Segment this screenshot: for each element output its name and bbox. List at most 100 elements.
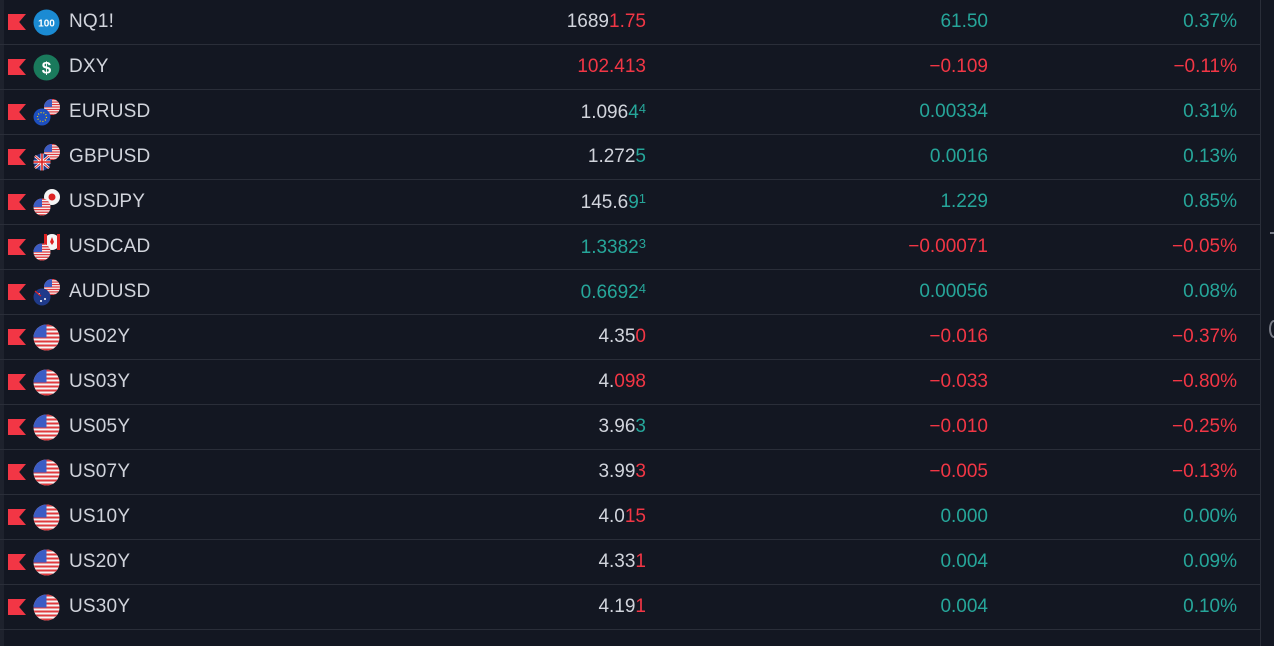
table-row[interactable]: US03Y 4.098 −0.033 −0.80% (0, 360, 1260, 405)
flag-marker-icon[interactable] (8, 104, 26, 120)
symbol-name[interactable]: AUDUSD (69, 281, 151, 302)
last-price-fraction: 3 (638, 236, 646, 251)
table-row[interactable]: USDJPY 145.691 1.229 0.85% (0, 180, 1260, 225)
change-percent: 0.13% (1183, 146, 1237, 167)
table-row[interactable]: US20Y 4.331 0.004 0.09% (0, 540, 1260, 585)
us-flag-icon (33, 594, 60, 621)
dollar-index-icon: $ (33, 54, 60, 81)
table-row[interactable]: 100 NQ1! 16891.75 61.50 0.37% (0, 0, 1260, 45)
last-price-fraction: 4 (638, 101, 646, 116)
table-row[interactable]: US05Y 3.963 −0.010 −0.25% (0, 405, 1260, 450)
symbol-name[interactable]: USDCAD (69, 236, 151, 257)
svg-text:$: $ (42, 59, 52, 78)
change-value: −0.010 (929, 416, 988, 437)
last-price: 1.2725 (588, 146, 646, 168)
nasdaq-100-icon: 100 (33, 9, 60, 36)
change-percent: −0.37% (1172, 326, 1237, 347)
last-price-fraction: 4 (638, 281, 646, 296)
flag-marker-icon[interactable] (8, 419, 26, 435)
change-percent: 0.10% (1183, 596, 1237, 617)
symbol-name[interactable]: US02Y (69, 326, 131, 347)
last-price: 3.993 (598, 461, 646, 483)
last-price-main: 102.413 (577, 56, 646, 77)
table-row[interactable]: US02Y 4.350 −0.016 −0.37% (0, 315, 1260, 360)
flag-marker-icon[interactable] (8, 329, 26, 345)
last-price-tail: 1 (635, 596, 646, 617)
last-price: 102.413 (577, 56, 646, 78)
last-price-main: 4.35 (598, 326, 636, 347)
edge-handle-icon[interactable] (1269, 320, 1274, 338)
symbol-name[interactable]: US20Y (69, 551, 131, 572)
flag-marker-icon[interactable] (8, 509, 26, 525)
symbol-name[interactable]: EURUSD (69, 101, 151, 122)
last-price: 16891.75 (567, 11, 646, 33)
table-row[interactable]: GBPUSD 1.2725 0.0016 0.13% (0, 135, 1260, 180)
symbol-name[interactable]: US07Y (69, 461, 131, 482)
symbol-name[interactable]: NQ1! (69, 11, 115, 32)
change-value: −0.00071 (908, 236, 988, 257)
flag-marker-icon[interactable] (8, 374, 26, 390)
last-price-main: 4.0 (598, 506, 625, 527)
change-percent: −0.13% (1172, 461, 1237, 482)
last-price-tail: 15 (624, 506, 646, 527)
last-price-tail: 1.75 (609, 11, 646, 32)
aud-usd-flags-icon (33, 279, 60, 306)
last-price-main: 4.33 (598, 551, 636, 572)
table-row[interactable]: USDCAD 1.33823 −0.00071 −0.05% (0, 225, 1260, 270)
last-price-main: 4.19 (598, 596, 636, 617)
symbol-name[interactable]: USDJPY (69, 191, 146, 212)
flag-marker-icon[interactable] (8, 59, 26, 75)
symbol-name[interactable]: DXY (69, 56, 109, 77)
symbol-name[interactable]: US05Y (69, 416, 131, 437)
us-flag-icon (33, 324, 60, 351)
change-value: 1.229 (940, 191, 988, 212)
last-price-main: 1.3382 (580, 237, 639, 258)
change-value: 0.000 (940, 506, 988, 527)
us-flag-icon (33, 549, 60, 576)
last-price-tail: 098 (614, 371, 646, 392)
last-price-tail: 5 (635, 146, 646, 167)
usd-jpy-flags-icon (33, 189, 60, 216)
gbp-usd-flags-icon (33, 144, 60, 171)
last-price-tail: 1 (635, 551, 646, 572)
us-flag-icon (33, 459, 60, 486)
right-scrollbar-edge[interactable] (1260, 0, 1274, 646)
flag-marker-icon[interactable] (8, 194, 26, 210)
change-percent: 0.31% (1183, 101, 1237, 122)
symbol-name[interactable]: US10Y (69, 506, 131, 527)
last-price-main: 1.096 (580, 102, 629, 123)
symbol-name[interactable]: US03Y (69, 371, 131, 392)
last-price-fraction: 1 (638, 191, 646, 206)
svg-text:100: 100 (38, 19, 55, 30)
table-row[interactable]: EURUSD 1.09644 0.00334 0.31% (0, 90, 1260, 135)
change-value: −0.005 (929, 461, 988, 482)
change-percent: 0.37% (1183, 11, 1237, 32)
flag-marker-icon[interactable] (8, 14, 26, 30)
change-percent: 0.85% (1183, 191, 1237, 212)
last-price: 4.191 (598, 596, 646, 618)
change-value: −0.033 (929, 371, 988, 392)
table-row[interactable]: US10Y 4.015 0.000 0.00% (0, 495, 1260, 540)
table-row[interactable]: $ DXY 102.413 −0.109 −0.11% (0, 45, 1260, 90)
flag-marker-icon[interactable] (8, 149, 26, 165)
change-percent: −0.25% (1172, 416, 1237, 437)
change-value: 61.50 (940, 11, 988, 32)
symbol-name[interactable]: US30Y (69, 596, 131, 617)
change-value: 0.004 (940, 551, 988, 572)
table-row[interactable]: US07Y 3.993 −0.005 −0.13% (0, 450, 1260, 495)
symbol-name[interactable]: GBPUSD (69, 146, 151, 167)
flag-marker-icon[interactable] (8, 239, 26, 255)
last-price-tail: 3 (635, 416, 646, 437)
us-flag-icon (33, 504, 60, 531)
last-price: 1.33823 (581, 236, 646, 259)
flag-marker-icon[interactable] (8, 599, 26, 615)
last-price-tail: 9 (628, 192, 639, 213)
table-row[interactable]: AUDUSD 0.66924 0.00056 0.08% (0, 270, 1260, 315)
flag-marker-icon[interactable] (8, 284, 26, 300)
flag-marker-icon[interactable] (8, 464, 26, 480)
table-row[interactable]: US30Y 4.191 0.004 0.10% (0, 585, 1260, 630)
flag-marker-icon[interactable] (8, 554, 26, 570)
last-price-tail: 3 (635, 461, 646, 482)
last-price-main: 3.99 (598, 461, 636, 482)
